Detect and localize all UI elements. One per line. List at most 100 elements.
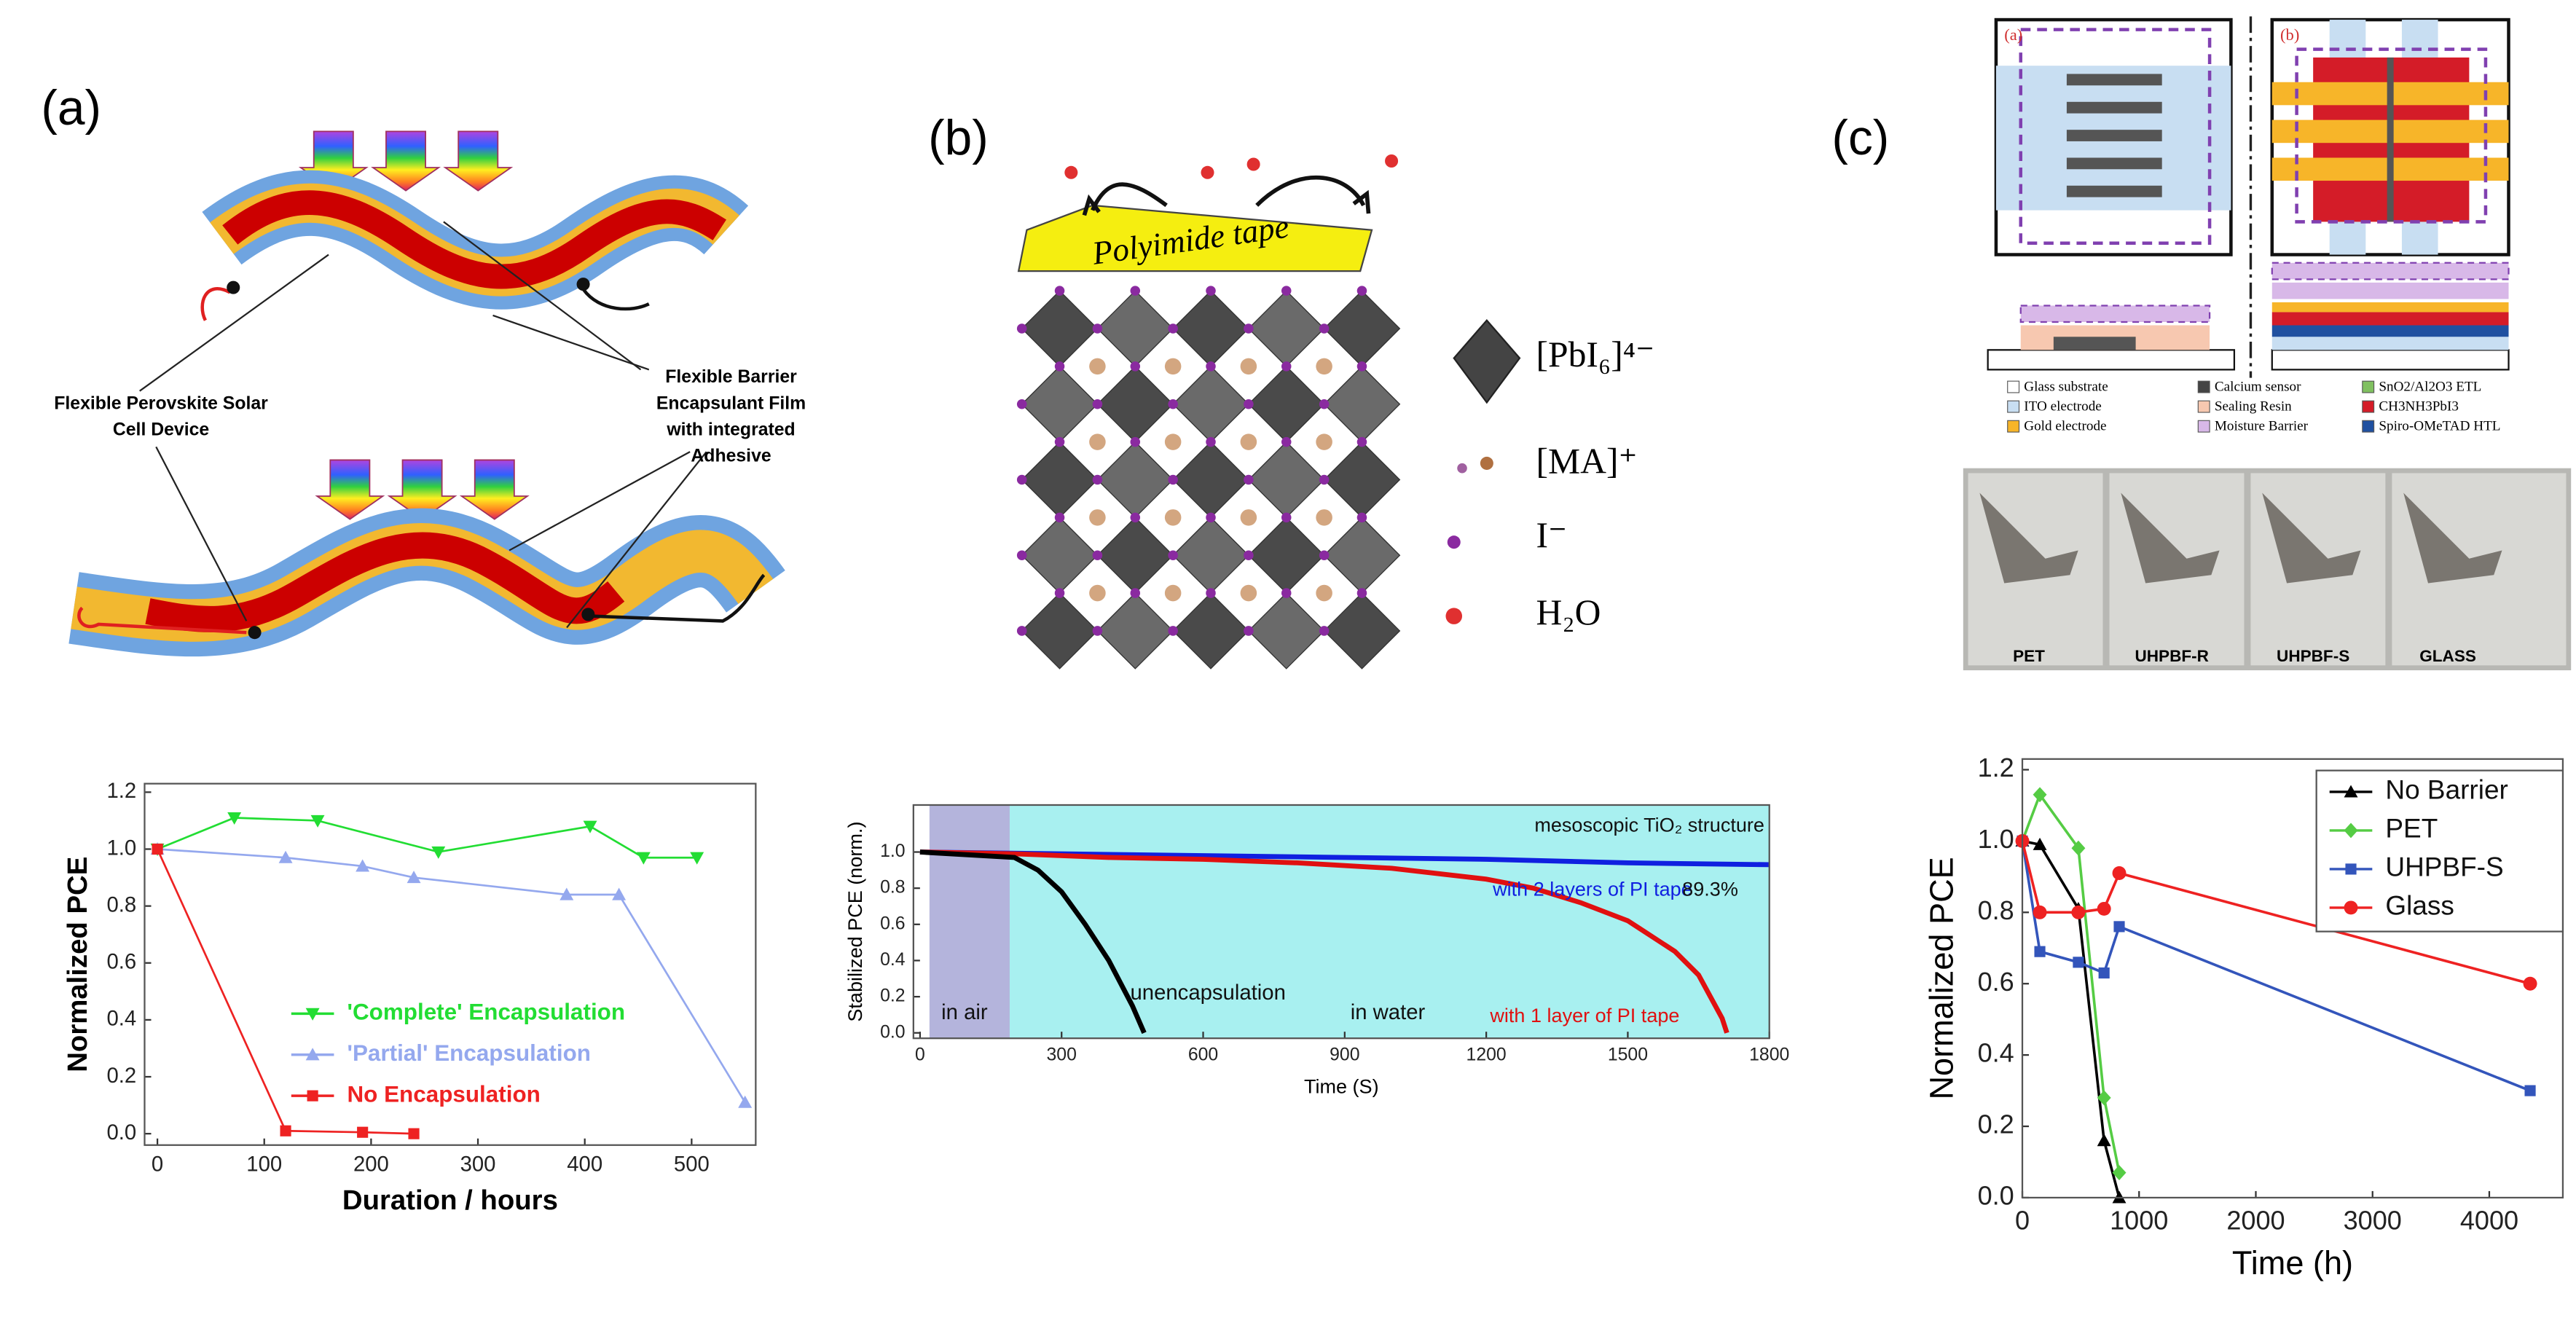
cation bbox=[1089, 509, 1106, 526]
cation bbox=[1240, 358, 1257, 375]
y-tick-label: 0.2 bbox=[880, 986, 905, 1006]
x-tick-label: 1500 bbox=[1608, 1045, 1648, 1064]
iodide bbox=[1319, 550, 1330, 560]
iodide bbox=[1168, 626, 1178, 636]
legend-label: Gold electrode bbox=[2024, 419, 2106, 434]
marker bbox=[2523, 976, 2537, 991]
y-tick-label: 1.0 bbox=[1978, 824, 2014, 854]
diagram-label: with integrated bbox=[666, 420, 795, 439]
x-tick-label: 3000 bbox=[2344, 1206, 2402, 1236]
y-tick-label: 0.6 bbox=[1978, 967, 2014, 997]
marker bbox=[2344, 785, 2358, 798]
iodide bbox=[1092, 550, 1103, 560]
cation bbox=[1164, 509, 1182, 526]
cation bbox=[1240, 584, 1257, 602]
marker bbox=[2524, 1085, 2536, 1096]
diagram-b: Polyimide tape [PbI₆]⁴⁻ [MA]⁺ I⁻ H₂O bbox=[1016, 154, 1654, 670]
iodide bbox=[1054, 588, 1065, 598]
cation bbox=[1240, 509, 1257, 526]
marker bbox=[2113, 921, 2125, 933]
y-tick-label: 0.2 bbox=[106, 1064, 136, 1088]
region bbox=[929, 804, 1010, 1039]
legend-label: ITO electrode bbox=[2024, 399, 2102, 415]
octahedron bbox=[1323, 365, 1401, 443]
chart: 0.0 0.2 0.4 0.6 0.8 1.0 0 300 600 900 1200 1500 1800… bbox=[844, 804, 1789, 1097]
x-tick-label: 400 bbox=[567, 1152, 602, 1176]
legend-label: Glass bbox=[2385, 891, 2454, 921]
marker bbox=[431, 846, 446, 859]
marker bbox=[738, 1095, 753, 1108]
legend-label: 'Partial' Encapsulation bbox=[347, 1040, 590, 1066]
iodide bbox=[1356, 512, 1367, 523]
marker bbox=[2073, 957, 2084, 968]
y-tick-label: 1.0 bbox=[880, 841, 905, 861]
diagram-label: Cell Device bbox=[113, 420, 209, 439]
annotation: mesoscopic TiO₂ structure bbox=[1534, 814, 1764, 836]
marker bbox=[307, 1090, 318, 1102]
diagram-label: Adhesive bbox=[691, 446, 771, 466]
y-axis-label: Normalized PCE bbox=[1923, 857, 1960, 1099]
y-tick-label: 0.0 bbox=[880, 1022, 905, 1042]
iodide bbox=[1319, 626, 1330, 636]
marker bbox=[2112, 866, 2127, 880]
octahedron bbox=[1323, 290, 1401, 367]
x-tick-label: 600 bbox=[1188, 1045, 1218, 1064]
inset-label: (b) bbox=[2280, 25, 2299, 44]
x-tick-label: 0 bbox=[915, 1045, 925, 1064]
marker bbox=[2112, 1165, 2127, 1181]
marker bbox=[636, 852, 651, 865]
panel-label: (a) bbox=[41, 81, 101, 136]
cation bbox=[1089, 584, 1106, 602]
marker bbox=[2098, 967, 2110, 979]
legend-label: [MA]⁺ bbox=[1536, 441, 1638, 482]
y-tick-label: 0.0 bbox=[106, 1120, 136, 1145]
diagram-label: Encapsulant Film bbox=[656, 393, 806, 413]
cation bbox=[1316, 509, 1332, 526]
cation bbox=[1164, 433, 1182, 450]
iodide bbox=[1130, 286, 1141, 296]
x-tick-label: 0 bbox=[2015, 1206, 2030, 1236]
iodide bbox=[1130, 512, 1141, 523]
marker bbox=[583, 820, 597, 833]
iodide bbox=[1356, 436, 1367, 447]
iodide bbox=[1092, 626, 1103, 636]
annotation: with 2 layers of PI tape bbox=[1492, 878, 1692, 900]
y-tick-label: 0.4 bbox=[880, 950, 906, 970]
iodide bbox=[1281, 436, 1292, 447]
cation bbox=[1164, 358, 1182, 375]
y-tick-label: 0.8 bbox=[880, 878, 905, 898]
marker bbox=[280, 1125, 291, 1136]
iodide bbox=[1092, 474, 1103, 485]
y-tick-label: 0.4 bbox=[1978, 1038, 2014, 1068]
iodide bbox=[1168, 399, 1178, 409]
iodide bbox=[1356, 361, 1367, 372]
annotation: in air bbox=[941, 1000, 988, 1024]
legend-label: Moisture Barrier bbox=[2215, 419, 2309, 434]
iodide bbox=[1092, 323, 1103, 334]
annotation: with 1 layer of PI tape bbox=[1489, 1005, 1679, 1026]
y-tick-label: 1.2 bbox=[106, 779, 136, 803]
panel-label: (c) bbox=[1831, 111, 1889, 165]
x-tick-label: 300 bbox=[1047, 1045, 1077, 1064]
marker bbox=[356, 859, 370, 872]
iodide bbox=[1319, 399, 1330, 409]
iodide bbox=[1016, 550, 1027, 560]
cation bbox=[1089, 358, 1106, 375]
marker bbox=[152, 843, 163, 855]
marker bbox=[2071, 905, 2086, 919]
iodide bbox=[1281, 512, 1292, 523]
iodide bbox=[1054, 512, 1065, 523]
octahedron bbox=[1323, 517, 1401, 594]
annotation: unencapsulation bbox=[1131, 981, 1286, 1005]
iodide bbox=[1016, 399, 1027, 409]
cation bbox=[1316, 433, 1332, 450]
diagram-label: Flexible Barrier bbox=[665, 367, 797, 387]
marker bbox=[2097, 1134, 2111, 1147]
cation bbox=[1316, 584, 1332, 602]
iodide bbox=[1319, 474, 1330, 485]
cation bbox=[1316, 358, 1332, 375]
iodide bbox=[1244, 626, 1254, 636]
marker bbox=[407, 871, 421, 884]
chart: 0.0 0.2 0.4 0.6 0.8 1.0 1.2 0 100 200 300 400 500 Dur… bbox=[62, 779, 757, 1216]
plot-frame bbox=[2021, 758, 2564, 1199]
